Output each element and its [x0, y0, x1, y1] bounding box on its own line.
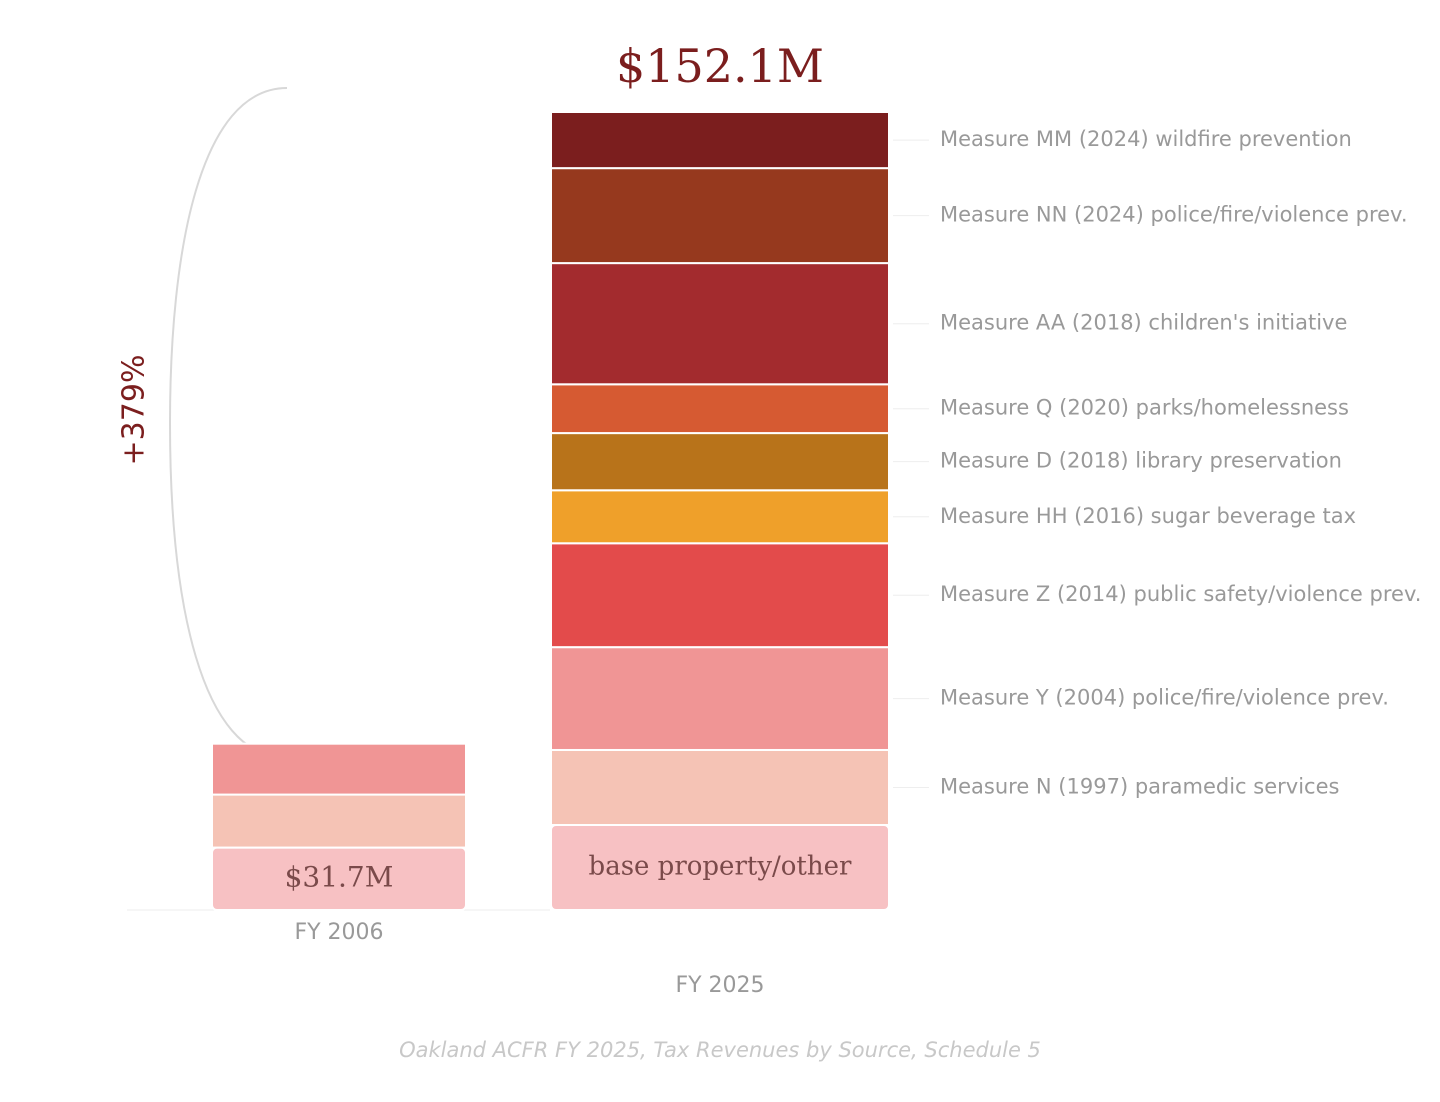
bar-segment [550, 489, 890, 545]
bar-segment [550, 111, 890, 170]
segment-label: Measure Y (2004) police/fire/violence pr… [940, 686, 1389, 710]
bar-segment [550, 542, 890, 649]
segment-label: Measure N (1997) paramedic services [940, 774, 1339, 798]
segment-label: Measure D (2018) library preservation [940, 449, 1342, 473]
bar-segment [211, 793, 467, 849]
segment-label: Measure Z (2014) public safety/violence … [940, 582, 1421, 606]
bar-segment [550, 432, 890, 492]
bar-segment [550, 646, 890, 751]
x-tick-label: FY 2025 [675, 973, 764, 998]
x-tick-label: FY 2006 [294, 920, 383, 945]
total-label: $31.7M [285, 860, 394, 893]
bar-segment [550, 262, 890, 386]
bar-segment [550, 383, 890, 435]
source-note: Oakland ACFR FY 2025, Tax Revenues by So… [399, 1038, 1041, 1062]
segment-label: base property/other [589, 852, 852, 882]
bracket [168, 87, 288, 759]
segment-label: Measure NN (2024) police/fire/violence p… [940, 203, 1408, 227]
bar-segment [550, 167, 890, 265]
segment-label: Measure Q (2020) parks/homelessness [940, 396, 1349, 420]
segment-label: Measure AA (2018) children's initiative [940, 311, 1347, 335]
bar-segment [211, 742, 467, 796]
total-label: $152.1M [616, 39, 824, 93]
segment-label: Measure HH (2016) sugar beverage tax [940, 504, 1356, 528]
segment-label: Measure MM (2024) wildfire prevention [940, 127, 1352, 151]
growth-annotation: +379% [117, 355, 152, 466]
bar-segment [550, 748, 890, 827]
